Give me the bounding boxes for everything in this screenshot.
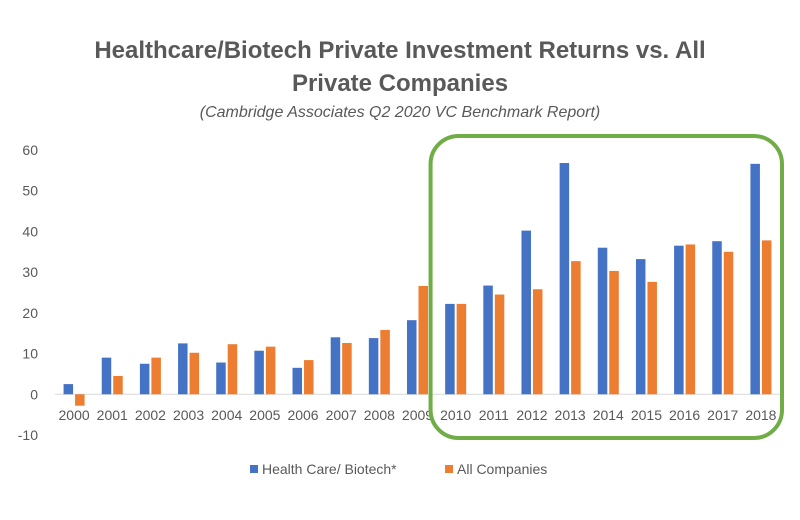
x-tick-label: 2005 [249,407,280,423]
bar-all-companies [609,270,619,395]
y-tick-label: 50 [22,183,38,199]
bar-all-companies [532,289,543,395]
bar-all-companies [685,244,696,395]
x-tick-label: 2001 [97,407,128,423]
bar-all-companies [342,342,352,395]
bar-health-care [292,367,303,395]
bar-health-care [63,384,74,395]
bar-health-care [750,163,760,395]
bar-health-care [597,247,608,395]
x-tick-label: 2009 [402,407,433,423]
bar-all-companies [113,375,123,395]
bar-health-care [330,337,341,395]
bar-all-companies [494,294,505,395]
y-tick-label: -10 [18,427,38,443]
bar-all-companies [189,352,200,395]
bar-all-companies [647,281,657,395]
x-tick-label: 2006 [287,407,318,423]
bar-all-companies [761,240,772,395]
bar-all-companies [151,357,161,395]
chart-title-line-2: Private Companies [291,70,509,97]
bar-health-care [559,163,570,395]
bar-all-companies [265,346,276,395]
x-tick-label: 2016 [669,407,700,423]
bar-health-care [178,343,188,395]
bar-health-care [407,320,417,395]
bar-health-care [216,362,226,395]
x-tick-label: 2017 [707,407,738,423]
y-tick-label: 20 [22,305,38,321]
bar-health-care [139,363,150,395]
x-tick-label: 2007 [326,407,357,423]
legend-swatch [250,465,258,473]
x-tick-label: 2013 [555,407,586,423]
bar-all-companies [456,303,467,395]
bar-all-companies [227,344,238,395]
bar-health-care [521,230,531,395]
bar-all-companies [304,360,314,395]
bar-health-care [635,259,646,395]
x-tick-label: 2002 [135,407,166,423]
bar-health-care [101,357,112,395]
bar-all-companies [723,251,734,395]
legend-label: All Companies [457,461,547,477]
x-tick-label: 2008 [364,407,395,423]
bar-all-companies [75,394,85,406]
y-tick-label: 40 [22,223,38,239]
bar-health-care [483,285,493,395]
bar-health-care [254,350,264,395]
chart-subtitle: (Cambridge Associates Q2 2020 VC Benchma… [199,104,601,121]
bar-all-companies [380,329,390,395]
x-tick-label: 2015 [631,407,662,423]
x-tick-label: 2010 [440,407,471,423]
x-tick-label: 2000 [59,407,90,423]
bar-health-care [368,338,379,395]
x-tick-label: 2012 [516,407,547,423]
x-tick-label: 2003 [173,407,204,423]
x-tick-label: 2011 [479,407,509,423]
bar-all-companies [418,285,428,395]
y-tick-label: 0 [30,386,38,402]
legend-swatch [445,465,453,473]
x-tick-label: 2018 [745,407,776,423]
highlight-box [428,134,784,440]
bar-health-care [674,245,684,395]
y-tick-label: 60 [22,142,38,158]
x-tick-label: 2004 [211,407,242,423]
chart-title: Healthcare/Biotech Private Investment Re… [0,34,800,100]
legend-label: Health Care/ Biotech* [262,461,397,477]
chart-title-line-1: Healthcare/Biotech Private Investment Re… [94,37,706,64]
bar-all-companies [571,261,581,395]
x-tick-label: 2014 [593,407,624,423]
y-tick-label: 10 [22,346,38,362]
y-tick-label: 30 [22,264,38,280]
bar-health-care [712,241,722,395]
bar-health-care [445,303,455,395]
